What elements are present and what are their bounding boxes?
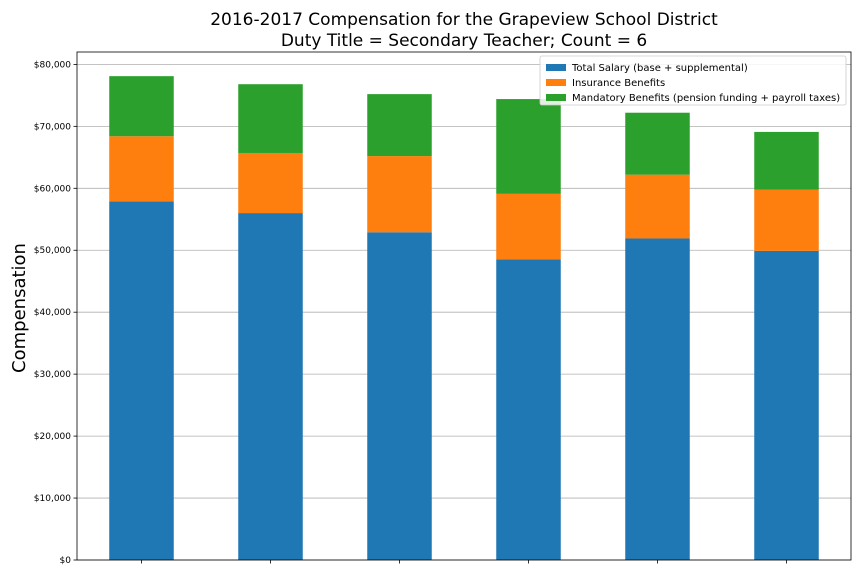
bar-segment-total-salary <box>238 213 303 560</box>
bar-segment-mandatory-benefits <box>109 76 174 137</box>
y-tick-label: $50,000 <box>34 246 71 256</box>
bar-segment-mandatory-benefits <box>238 84 303 153</box>
bar-segment-total-salary <box>367 232 432 560</box>
bar-segment-insurance-benefits <box>496 193 561 260</box>
legend-swatch <box>546 79 566 86</box>
bar-segment-mandatory-benefits <box>496 99 561 194</box>
y-tick-label: $0 <box>60 556 72 566</box>
plot-frame <box>76 51 852 561</box>
legend-label: Mandatory Benefits (pension funding + pa… <box>572 93 840 104</box>
bar-segment-mandatory-benefits <box>367 94 432 157</box>
axis-layer: $0 $10,000 $20,000 $30,000 $40,000 $50,000 $60… <box>34 51 852 566</box>
bar-segment-total-salary <box>754 250 819 561</box>
y-tick-label: $10,000 <box>34 494 71 504</box>
bars-layer <box>109 76 819 561</box>
bar-segment-insurance-benefits <box>109 136 174 202</box>
bar-segment-insurance-benefits <box>625 174 690 239</box>
legend-label: Insurance Benefits <box>572 78 665 89</box>
y-tick-label: $60,000 <box>34 184 71 194</box>
y-tick-label: $80,000 <box>34 60 71 70</box>
y-tick-label: $40,000 <box>34 308 71 318</box>
legend-swatch <box>546 94 566 101</box>
legend-box <box>539 55 847 106</box>
legend-swatch <box>546 64 566 71</box>
y-tick-label: $30,000 <box>34 370 71 380</box>
y-tick-label: $20,000 <box>34 432 71 442</box>
bar-segment-mandatory-benefits <box>754 131 819 190</box>
bar-segment-total-salary <box>625 238 690 560</box>
bar-segment-total-salary <box>496 259 561 560</box>
chart-title: 2016-2017 Compensation for the Grapeview… <box>210 10 718 30</box>
bar-segment-total-salary <box>109 201 174 561</box>
grid-layer <box>77 63 851 561</box>
y-tick-label: $70,000 <box>34 122 71 132</box>
bar-segment-insurance-benefits <box>367 156 432 233</box>
y-axis-label: Compensation <box>9 243 30 373</box>
chart-subtitle: Duty Title = Secondary Teacher; Count = … <box>281 31 647 51</box>
legend: Total Salary (base + supplemental) Insura… <box>539 55 847 106</box>
legend-label: Total Salary (base + supplemental) <box>571 63 748 74</box>
bar-segment-mandatory-benefits <box>625 112 690 175</box>
bar-segment-insurance-benefits <box>754 189 819 251</box>
bar-segment-insurance-benefits <box>238 152 303 214</box>
